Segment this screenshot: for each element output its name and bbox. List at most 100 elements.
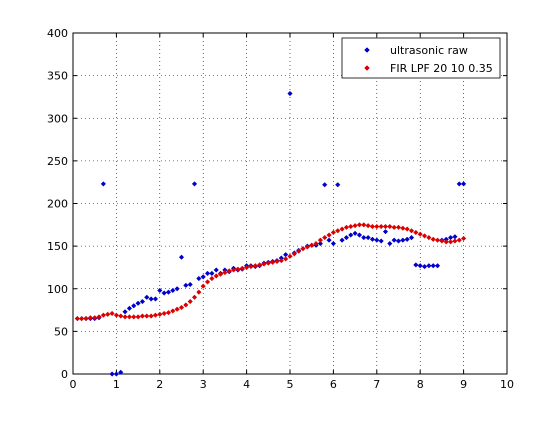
data-point [135, 300, 141, 306]
data-point [413, 229, 419, 236]
data-point [339, 226, 345, 232]
data-point [378, 238, 384, 244]
series-2 [74, 222, 467, 322]
data-point [152, 312, 159, 318]
data-point [326, 237, 332, 243]
data-point [109, 310, 115, 317]
data-point [430, 263, 436, 269]
data-point [196, 275, 202, 282]
data-point [92, 315, 98, 321]
data-point [313, 240, 319, 247]
data-point [361, 222, 367, 228]
legend: ultrasonic raw FIR LPF 20 10 0.35 [341, 37, 501, 79]
data-point [252, 263, 258, 269]
data-point [113, 312, 120, 318]
data-point [213, 273, 219, 279]
data-point [74, 315, 80, 322]
data-point [178, 304, 185, 311]
data-point [139, 313, 146, 319]
data-point [348, 223, 354, 230]
data-point [356, 232, 363, 238]
data-point [378, 223, 384, 230]
data-point [144, 313, 150, 319]
data-point [434, 237, 441, 243]
y-tick-label: 300 [47, 112, 68, 125]
legend-box [341, 37, 501, 79]
data-point [126, 305, 133, 312]
legend-marker [364, 65, 370, 71]
x-tick-label: 2 [156, 378, 163, 391]
data-point [152, 296, 159, 302]
data-point [131, 314, 137, 320]
data-point [183, 282, 189, 288]
y-tick-label: 200 [47, 198, 68, 211]
data-point [196, 289, 202, 295]
x-tick-label: 6 [330, 378, 337, 391]
data-point [248, 263, 254, 270]
data-point [157, 311, 163, 317]
data-point [447, 239, 454, 245]
data-point [348, 232, 354, 238]
data-point [118, 313, 124, 319]
data-point [421, 233, 428, 239]
data-point [287, 90, 293, 97]
data-point [278, 257, 284, 264]
data-point [460, 235, 467, 242]
data-point [170, 308, 176, 314]
data-point [261, 261, 267, 267]
data-point [161, 310, 167, 317]
data-point [309, 242, 315, 248]
data-point [460, 181, 467, 187]
data-point [222, 269, 228, 276]
data-point [144, 294, 150, 300]
data-point [356, 222, 363, 228]
data-point [382, 228, 389, 235]
data-point [191, 294, 198, 300]
y-tick-label: 100 [47, 283, 68, 296]
data-point [174, 306, 180, 312]
x-tick-label: 3 [200, 378, 207, 391]
data-point [200, 274, 206, 280]
data-point [148, 313, 154, 319]
data-point [283, 256, 289, 262]
data-point [118, 369, 124, 375]
data-point [391, 224, 397, 231]
data-point [187, 298, 193, 305]
data-point [387, 223, 393, 230]
data-point [191, 181, 198, 187]
data-point [274, 258, 280, 265]
data-point [374, 223, 380, 230]
data-point [322, 182, 328, 188]
data-point [109, 371, 115, 377]
data-point [317, 240, 324, 247]
data-point [421, 263, 428, 270]
data-point [304, 244, 311, 250]
data-point [322, 234, 328, 241]
data-point [178, 254, 185, 260]
data-point [430, 236, 436, 242]
data-point [200, 283, 206, 289]
data-point [139, 298, 146, 305]
data-point [204, 270, 211, 277]
data-point [335, 182, 341, 188]
data-point [335, 228, 341, 234]
data-point [213, 267, 219, 273]
data-point [426, 263, 432, 269]
data-point [287, 253, 293, 260]
data-point [230, 267, 237, 273]
data-point [296, 248, 302, 254]
data-point [170, 287, 176, 294]
data-point [269, 259, 276, 265]
data-point [413, 262, 419, 268]
y-tick-label: 400 [47, 27, 68, 40]
legend-marker [364, 47, 370, 53]
data-point [434, 263, 441, 269]
y-tick-label: 250 [47, 155, 68, 168]
data-point [330, 229, 337, 236]
data-point [256, 262, 263, 268]
data-point [96, 314, 102, 320]
data-point [374, 237, 380, 243]
data-point [126, 314, 133, 320]
